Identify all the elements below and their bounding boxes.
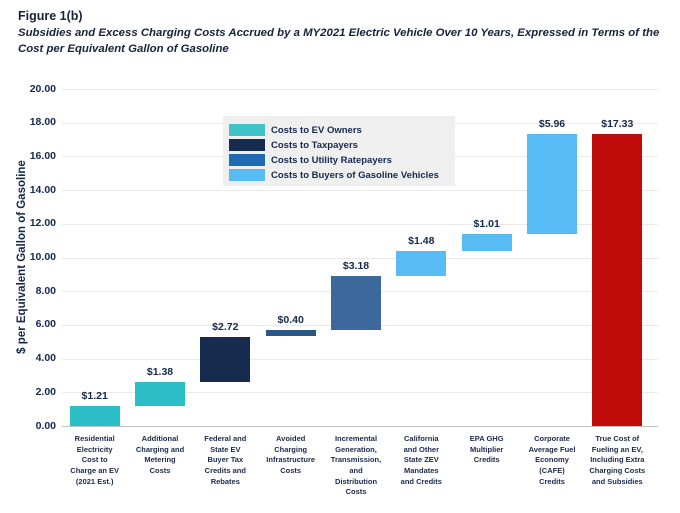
y-tick-label: 20.00 <box>29 82 56 95</box>
y-tick-label: 2.00 <box>35 385 56 398</box>
legend-item: Costs to EV Owners <box>229 124 362 136</box>
waterfall-bar <box>200 336 251 383</box>
x-category-label: Corporate Average Fuel Economy (CAFE) Cr… <box>528 434 576 486</box>
y-tick-label: 6.00 <box>35 318 56 331</box>
figure-label: Figure 1(b) <box>18 9 83 23</box>
x-category-label: True Cost of Fueling an EV, Including Ex… <box>589 434 646 486</box>
gridline <box>62 89 658 90</box>
waterfall-bar <box>265 329 316 337</box>
x-category-label: Residential Electricity Cost to Charge a… <box>70 434 120 486</box>
legend-label: Costs to Utility Ratepayers <box>271 154 392 166</box>
legend-label: Costs to Taxpayers <box>271 139 358 151</box>
legend-swatch <box>229 139 265 151</box>
y-tick-label: 0.00 <box>35 419 56 432</box>
legend-item: Costs to Taxpayers <box>229 139 358 151</box>
chart-legend: Costs to EV Owners Costs to Taxpayers Cost… <box>223 116 455 186</box>
bar-value-label: $1.48 <box>408 235 435 248</box>
waterfall-bar <box>396 251 447 277</box>
x-category-label: Incremental Generation, Transmission, an… <box>330 434 382 497</box>
x-category-label: Avoided Charging Infrastructure Costs <box>266 434 316 475</box>
gridline <box>62 190 658 192</box>
legend-swatch <box>229 169 265 181</box>
legend-item: Costs to Utility Ratepayers <box>229 154 392 166</box>
gridline <box>62 223 658 225</box>
gridline <box>62 392 658 394</box>
bar-value-label: $3.18 <box>342 260 370 273</box>
total-bar <box>592 134 643 426</box>
bar-value-label: $1.01 <box>473 218 500 231</box>
y-tick-label: 14.00 <box>29 183 56 196</box>
x-category-label: Federal and State EV Buyer Tax Credits a… <box>204 434 247 486</box>
y-tick-label: 10.00 <box>29 251 56 263</box>
x-category-label: EPA GHG Multiplier Credits <box>469 434 504 465</box>
bar-value-label: $1.21 <box>81 389 108 402</box>
legend-swatch <box>229 124 265 136</box>
y-tick-label: 4.00 <box>35 352 56 365</box>
bar-value-label: $1.38 <box>146 366 174 379</box>
waterfall-bar <box>69 405 120 426</box>
waterfall-bar <box>135 382 185 406</box>
y-tick-label: 18.00 <box>29 116 56 129</box>
x-category-label: California and Other State ZEV Mandates … <box>400 434 442 486</box>
legend-item: Costs to Buyers of Gasoline Vehicles <box>229 169 439 181</box>
bar-value-label: $0.40 <box>277 313 304 326</box>
bar-value-label: $2.72 <box>212 320 239 333</box>
legend-label: Costs to EV Owners <box>271 124 362 136</box>
bar-value-label: $17.33 <box>601 118 634 130</box>
waterfall-bar <box>461 234 512 252</box>
waterfall-bar <box>527 133 577 235</box>
bar-value-label: $5.96 <box>538 117 566 130</box>
y-tick-label: 16.00 <box>29 149 56 162</box>
figure-subtitle: Subsidies and Excess Charging Costs Accr… <box>18 27 660 55</box>
y-tick-label: 8.00 <box>35 284 56 297</box>
waterfall-bar <box>331 276 381 330</box>
y-tick-label: 12.00 <box>29 217 56 230</box>
legend-label: Costs to Buyers of Gasoline Vehicles <box>271 169 439 181</box>
legend-swatch <box>229 154 265 166</box>
gridline <box>62 358 658 360</box>
gridline <box>62 257 658 259</box>
x-category-label: Additional Charging and Metering Costs <box>135 434 185 475</box>
x-axis-line <box>62 426 658 427</box>
